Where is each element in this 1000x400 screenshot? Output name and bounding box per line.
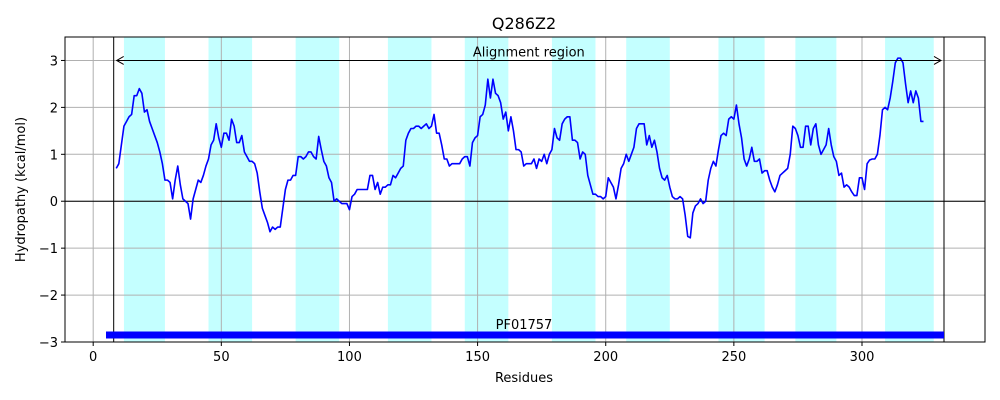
y-tick-label: 3 bbox=[50, 54, 58, 69]
domain-annotation: PF01757 bbox=[106, 318, 944, 339]
reference-lines bbox=[65, 37, 985, 342]
alignment-label: Alignment region bbox=[473, 45, 585, 60]
y-axis-label: Hydropathy (kcal/mol) bbox=[14, 117, 29, 262]
alignment-arrow-right-head bbox=[933, 56, 943, 65]
highlight-band-6 bbox=[551, 37, 596, 342]
y-tick-label: −3 bbox=[39, 336, 58, 351]
y-tick-label: 1 bbox=[50, 148, 58, 163]
highlight-band-8 bbox=[718, 37, 765, 342]
x-tick-label: 200 bbox=[593, 350, 618, 365]
y-axis-ticks: −3 −2 −1 0 1 2 3 bbox=[39, 54, 65, 351]
x-tick-label: 300 bbox=[850, 350, 875, 365]
chart-title: Q286Z2 bbox=[492, 14, 556, 33]
alignment-arrow-left-head bbox=[115, 56, 124, 65]
highlight-bands bbox=[123, 37, 934, 342]
series-group bbox=[115, 57, 924, 239]
highlight-band-7 bbox=[626, 37, 670, 342]
y-tick-label: −2 bbox=[39, 289, 58, 304]
x-tick-label: 0 bbox=[89, 350, 97, 365]
domain-label: PF01757 bbox=[496, 318, 553, 333]
y-tick-label: 0 bbox=[50, 195, 58, 210]
x-tick-label: 100 bbox=[337, 350, 362, 365]
highlight-band-10 bbox=[885, 37, 934, 342]
x-tick-label: 50 bbox=[213, 350, 230, 365]
hydropathy-line bbox=[115, 57, 924, 239]
highlight-band-2 bbox=[208, 37, 253, 342]
plot-frame bbox=[64, 36, 986, 343]
x-tick-label: 150 bbox=[465, 350, 490, 365]
alignment-annotation: Alignment region bbox=[115, 45, 943, 65]
highlight-band-4 bbox=[387, 37, 432, 342]
highlight-band-1 bbox=[123, 37, 165, 342]
x-axis-ticks: 0 50 100 150 200 250 300 bbox=[89, 342, 874, 365]
y-tick-label: 2 bbox=[50, 101, 58, 116]
highlight-band-5 bbox=[464, 37, 509, 342]
highlight-band-9 bbox=[795, 37, 837, 342]
x-axis-label: Residues bbox=[495, 371, 553, 386]
y-tick-label: −1 bbox=[39, 242, 58, 257]
x-tick-label: 250 bbox=[721, 350, 746, 365]
